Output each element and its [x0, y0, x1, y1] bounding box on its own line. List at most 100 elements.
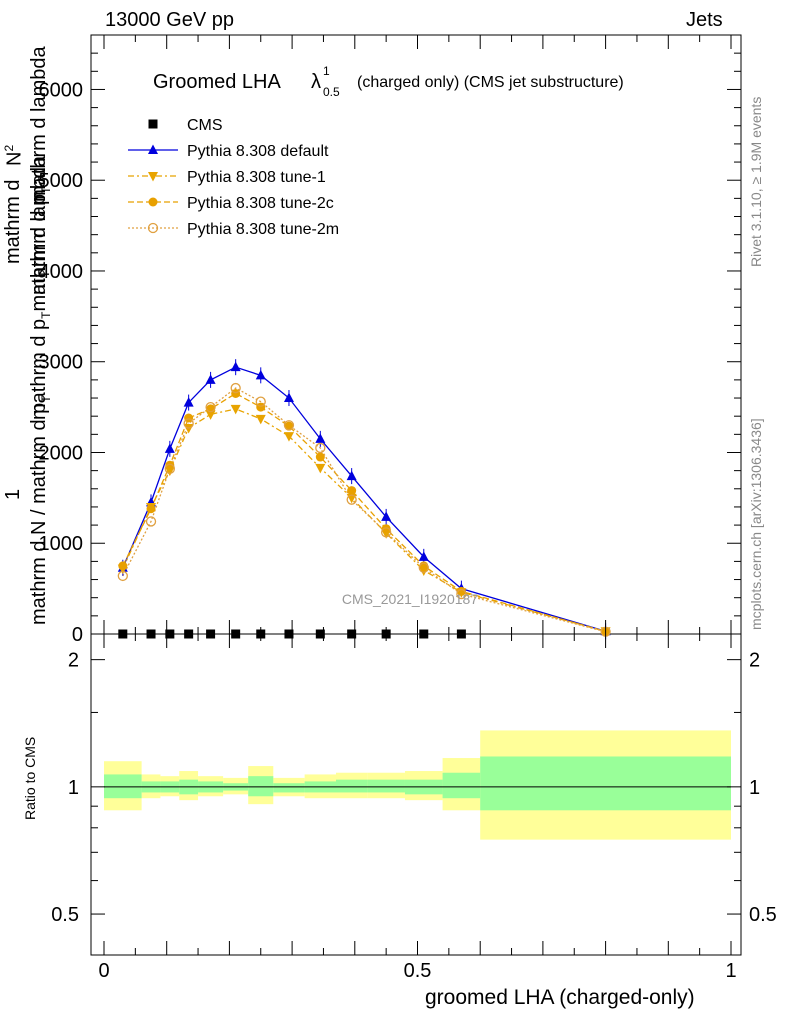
open-circle-marker: [380, 527, 392, 538]
title-symbol: λ: [311, 71, 321, 93]
tick-labels: 0 0.5 1 0 1000 2000 3000 4000 5000 6000 0.5 0.5 1 1 2 2: [39, 79, 777, 982]
ratio-band-green: [480, 756, 731, 811]
ratio-plot-frame: [90, 633, 742, 956]
circle-marker: [284, 421, 294, 431]
triangle-up-marker: [315, 433, 326, 443]
circle-marker: [231, 388, 241, 398]
ratio-band-green: [367, 779, 405, 793]
y-label-denominator-one: 1: [2, 488, 24, 500]
open-circle-marker: [164, 463, 175, 474]
ratio-tick-label-right: 1: [749, 777, 760, 799]
triangle-up-marker: [381, 511, 392, 521]
legend-label: Pythia 8.308 default: [187, 143, 329, 160]
triangle-up-marker: [230, 361, 241, 372]
triangle-down-marker: [183, 423, 194, 434]
title-tail: (charged only) (CMS jet substructure): [357, 74, 624, 91]
cms-marker: [284, 629, 294, 639]
cms-marker: [231, 629, 241, 639]
y-label-denominator-dpt: mathrm d pTmathrm d lambda: [28, 155, 53, 420]
triangle-up-marker: [148, 144, 158, 154]
header-right-label: Jets: [686, 9, 723, 31]
open-circle-marker: [456, 588, 467, 600]
cms-marker: [118, 629, 128, 639]
rivet-label: Rivet 3.1.10, ≥ 1.9M events: [748, 96, 764, 267]
circle-marker: [118, 561, 128, 571]
ratio-band-green: [104, 774, 142, 799]
ratio-tick-label-right: 2: [749, 650, 760, 672]
legend: CMS Pythia 8.308 default Pythia 8.308 tune…: [128, 117, 339, 238]
y-label-numerator-n: N2: [2, 144, 26, 166]
y-tick-label: 4000: [39, 261, 84, 283]
triangle-down-marker: [230, 404, 241, 415]
triangle-down-marker: [315, 463, 326, 474]
cms-marker: [148, 119, 158, 129]
plot-title: CMS_2021_I1920187 Groomed LHA λ 1 0.5 (charge…: [153, 64, 624, 607]
triangle-up-marker: [283, 392, 294, 403]
triangle-down-marker: [283, 432, 294, 442]
open-circle-marker: [183, 418, 194, 429]
cms-marker: [184, 629, 194, 639]
legend-label: Pythia 8.308 tune-2m: [187, 221, 339, 238]
circle-marker: [148, 197, 158, 207]
y-tick-label: 0: [72, 624, 83, 646]
cms-marker: [315, 629, 325, 639]
x-axis-label: groomed LHA (charged-only): [425, 986, 695, 1009]
cms-marker: [456, 629, 466, 639]
open-circle-marker: [230, 382, 241, 394]
title-subscript: 0.5: [323, 85, 340, 99]
triangle-down-marker: [164, 466, 175, 477]
circle-marker: [381, 524, 391, 534]
cms-marker: [165, 629, 175, 639]
open-circle-marker: [117, 570, 128, 582]
triangle-down-marker: [255, 414, 266, 425]
circle-marker: [347, 486, 357, 496]
ratio-tick-label-left: 1: [68, 777, 79, 799]
circle-marker: [456, 586, 466, 596]
legend-label: CMS: [187, 117, 223, 134]
cms-marker: [146, 629, 156, 639]
cms-marker: [347, 629, 357, 639]
ratio-bands: [104, 730, 731, 840]
ratio-tick-label-left: 0.5: [51, 904, 79, 926]
triangle-up-marker: [183, 397, 194, 407]
ratio-band-green: [335, 779, 368, 793]
ratio-tick-label-left: 2: [68, 650, 79, 672]
ratio-band-green: [273, 783, 305, 793]
y-tick-label: 5000: [39, 170, 84, 192]
open-circle-marker: [145, 516, 157, 527]
open-circle-marker: [346, 494, 357, 505]
open-circle-marker: [315, 442, 326, 454]
title-main: Groomed LHA: [153, 71, 281, 93]
y-label-numerator-d: mathrm d: [2, 179, 24, 264]
triangle-up-marker: [346, 470, 357, 481]
open-circle-marker: [418, 562, 429, 573]
legend-label: Pythia 8.308 tune-2c: [187, 195, 334, 212]
circle-marker: [146, 504, 156, 514]
watermark-label: CMS_2021_I1920187: [342, 591, 478, 607]
triangle-down-marker: [148, 172, 158, 182]
y-tick-label: 2000: [39, 442, 84, 464]
ratio-y-axis-label: Ratio to CMS: [22, 736, 38, 820]
series-line: [122, 392, 606, 633]
x-tick-label: 0.5: [404, 960, 432, 982]
y-tick-label: 6000: [39, 79, 84, 101]
cms-marker: [206, 629, 216, 639]
open-circle-marker: [283, 420, 295, 431]
series-line: [122, 366, 606, 632]
open-circle-marker: [205, 401, 216, 413]
circle-marker: [165, 460, 175, 470]
triangle-up-marker: [164, 443, 175, 453]
y-label-denominator: mathrm d N / mathrm d pT: [28, 395, 53, 625]
triangle-up-marker: [205, 374, 216, 384]
ratio-tick-label-right: 0.5: [749, 904, 777, 926]
ratio-band-green: [442, 772, 481, 799]
x-tick-label: 1: [725, 960, 736, 982]
circle-marker: [256, 402, 266, 412]
cms-marker: [419, 629, 429, 639]
y-tick-label: 3000: [39, 352, 84, 374]
triangle-down-marker: [205, 410, 216, 420]
open-circle-marker: [147, 222, 159, 234]
triangle-up-marker: [418, 551, 429, 561]
triangle-up-marker: [255, 369, 266, 380]
